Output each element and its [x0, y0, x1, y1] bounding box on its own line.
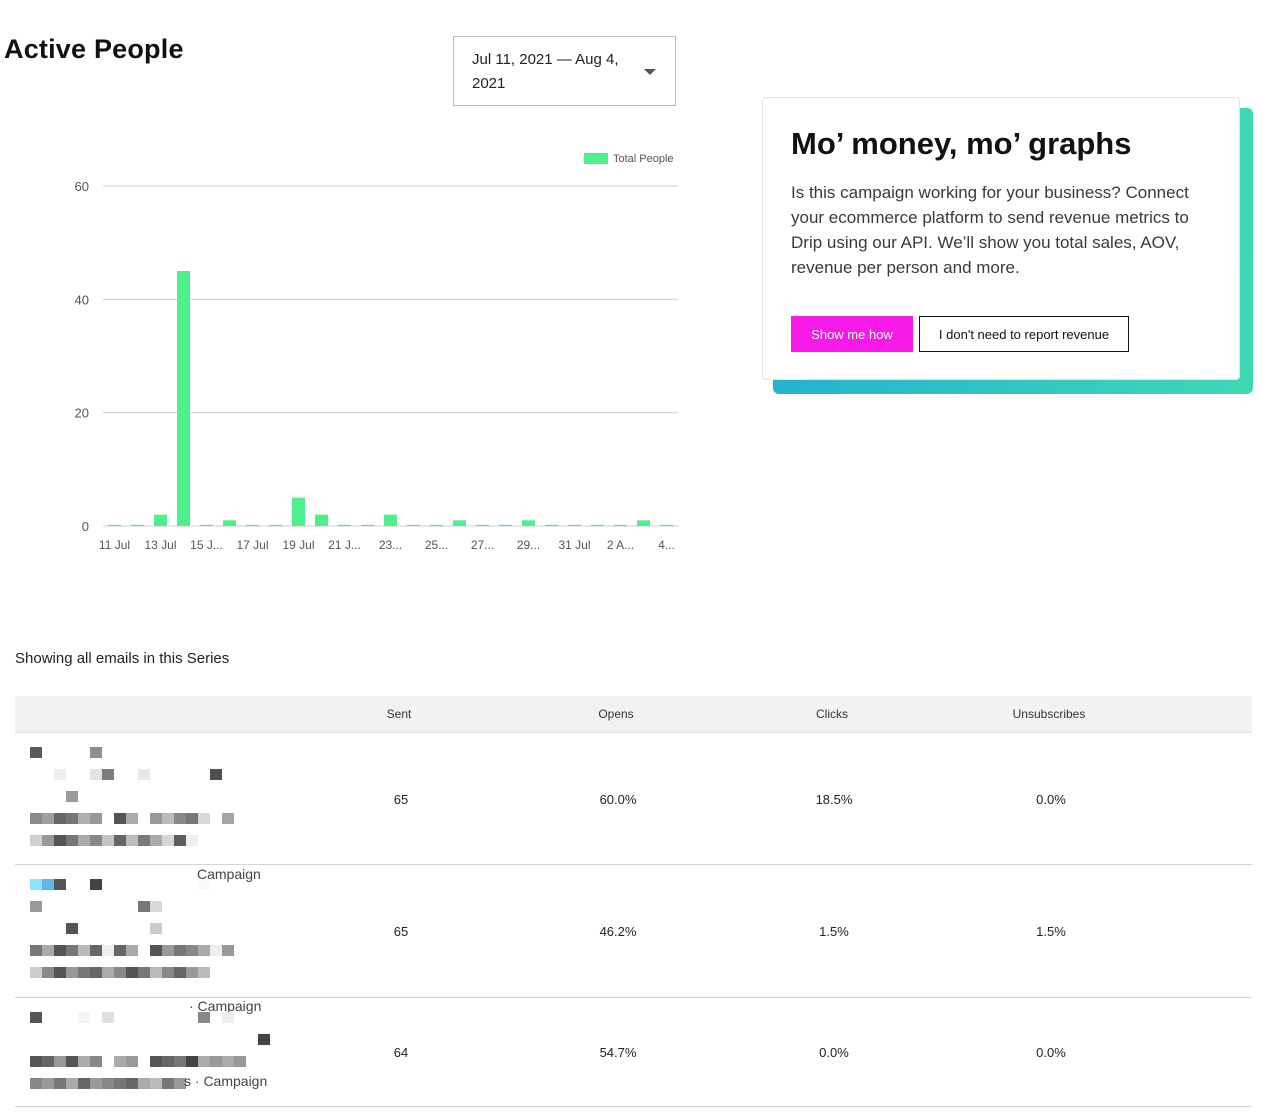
x-tick-label: 19 Jul [282, 538, 314, 552]
bar [430, 524, 443, 526]
show-me-how-button[interactable]: Show me how [791, 316, 913, 352]
dont-report-revenue-button[interactable]: I don't need to report revenue [919, 316, 1129, 352]
y-tick-label: 0 [82, 519, 89, 534]
emails-table: Sent Opens Clicks Unsubscribes Campaign … [15, 696, 1252, 1107]
bar [591, 524, 604, 526]
bar [476, 524, 489, 526]
date-range-label: Jul 11, 2021 — Aug 4, 2021 [472, 51, 619, 92]
bar [223, 520, 236, 526]
revenue-promo-card: Mo’ money, mo’ graphs Is this campaign w… [762, 97, 1240, 380]
x-tick-label: 31 Jul [558, 538, 590, 552]
table-caption: Showing all emails in this Series [15, 650, 230, 667]
bar [338, 524, 351, 526]
bar [292, 497, 305, 526]
email-type-label: s · Campaign [184, 1073, 268, 1089]
column-header-clicks[interactable]: Clicks [816, 707, 848, 721]
column-header-opens[interactable]: Opens [598, 707, 634, 721]
promo-title: Mo’ money, mo’ graphs [791, 126, 1132, 161]
clicks-value: 0.0% [819, 1045, 849, 1060]
x-tick-label: 25... [425, 538, 448, 552]
bar [361, 524, 374, 526]
clicks-value: 1.5% [819, 924, 849, 939]
opens-value: 54.7% [599, 1045, 637, 1060]
bar [108, 524, 121, 526]
bar [200, 524, 213, 526]
sent-value: 65 [393, 792, 409, 807]
x-tick-label: 4... [658, 538, 675, 552]
bar [269, 524, 282, 526]
legend-swatch [584, 153, 608, 164]
x-tick-label: 15 J... [190, 538, 223, 552]
x-tick-label: 27... [471, 538, 494, 552]
y-tick-label: 60 [75, 179, 89, 194]
bar [499, 524, 512, 526]
bar [154, 514, 167, 526]
bar [131, 524, 144, 526]
unsubscribes-value: 1.5% [1036, 924, 1066, 939]
chevron-down-icon [644, 69, 656, 75]
unsubscribes-value: 0.0% [1036, 1045, 1066, 1060]
sent-value: 65 [393, 924, 409, 939]
date-range-dropdown[interactable]: Jul 11, 2021 — Aug 4, 2021 [453, 36, 676, 106]
legend-label: Total People [613, 153, 674, 165]
bar [453, 520, 466, 526]
x-tick-label: 23... [379, 538, 402, 552]
x-tick-label: 21 J... [328, 538, 361, 552]
bar [177, 271, 190, 526]
table-header: Sent Opens Clicks Unsubscribes [15, 696, 1252, 733]
bar [660, 524, 673, 526]
bar [407, 524, 420, 526]
opens-value: 60.0% [599, 792, 637, 807]
sent-value: 64 [393, 1045, 409, 1060]
unsubscribes-value: 0.0% [1036, 792, 1066, 807]
bar [545, 524, 558, 526]
bar [568, 524, 581, 526]
table-row[interactable]: s · Campaign 64 54.7% 0.0% 0.0% [15, 998, 1252, 1107]
active-people-chart: 0 20 40 60 Total People 11 Jul 13 Jul 15 J... 17… [75, 153, 678, 552]
email-type-label: Campaign [197, 866, 261, 882]
bar [637, 520, 650, 526]
x-tick-label: 29... [517, 538, 540, 552]
y-tick-label: 20 [75, 406, 89, 421]
email-name-redacted[interactable] [30, 1012, 280, 1100]
bar [522, 520, 535, 526]
table-row[interactable]: Campaign 65 60.0% 18.5% 0.0% [15, 733, 1252, 882]
x-tick-label: 2 A... [607, 538, 634, 552]
bar [384, 514, 397, 526]
column-header-unsubscribes[interactable]: Unsubscribes [1012, 707, 1086, 721]
x-tick-label: 17 Jul [236, 538, 268, 552]
column-header-sent[interactable]: Sent [386, 707, 412, 721]
y-tick-label: 40 [75, 292, 89, 307]
promo-body: Is this campaign working for your busine… [791, 183, 1189, 277]
x-tick-label: 11 Jul [99, 538, 130, 552]
clicks-value: 18.5% [815, 792, 853, 807]
table-row[interactable]: · Campaign 65 46.2% 1.5% 1.5% [15, 865, 1252, 1014]
email-name-redacted[interactable] [30, 879, 280, 989]
bar [246, 524, 259, 526]
x-tick-label: 13 Jul [144, 538, 176, 552]
bar [614, 524, 627, 526]
opens-value: 46.2% [599, 924, 637, 939]
page-title: Active People [4, 34, 184, 64]
email-type-label: · Campaign [189, 998, 262, 1014]
email-name-redacted[interactable] [30, 747, 280, 857]
bar [315, 514, 328, 526]
